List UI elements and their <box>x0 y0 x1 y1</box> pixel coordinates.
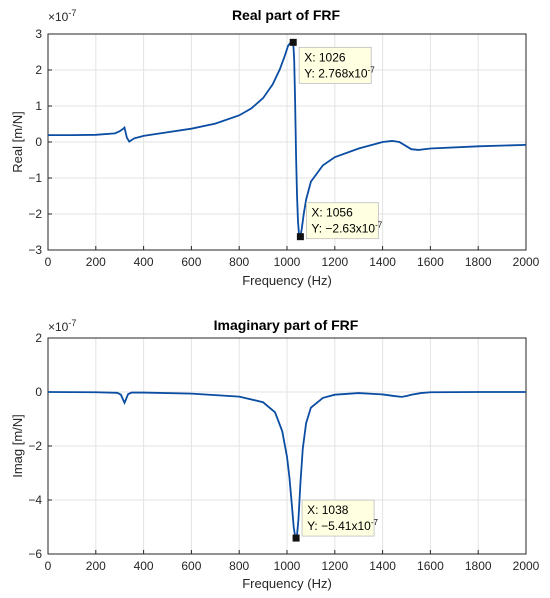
imag-datatip-y: Y: −5.41x10-7 <box>307 518 378 533</box>
real-datatip-box <box>305 202 379 240</box>
real-x-axis-label: Frequency (Hz) <box>242 273 332 288</box>
imag-datatip-x: X: 1038 <box>307 503 349 517</box>
imag-x-tick-label: 200 <box>86 559 106 573</box>
imag-y-tick-label: 2 <box>35 331 42 345</box>
real-y-ticks: 3 2 1 0 −1 −2 −3 <box>28 27 52 257</box>
real-chart-title: Real part of FRF <box>232 7 341 23</box>
real-x-tick-label: 800 <box>229 255 249 269</box>
imag-datatip-marker[interactable] <box>292 534 300 542</box>
imag-y-ticks: 2 0 −2 −4 −6 <box>28 331 52 561</box>
imag-x-ticks: 0 200 400 600 800 1000 1200 1400 1600 1800 2000 <box>45 550 540 573</box>
imag-x-tick-label: 1600 <box>417 559 444 573</box>
imag-y-tick-label: 0 <box>35 385 42 399</box>
imag-x-tick-label: 600 <box>181 559 201 573</box>
real-x-tick-label: 1600 <box>417 255 444 269</box>
imag-chart-title: Imaginary part of FRF <box>214 317 359 333</box>
real-part-chart: Real part of FRF ×10-7 0 200 400 600 800 1000… <box>10 7 540 288</box>
real-datatip-marker[interactable] <box>296 233 304 241</box>
imaginary-part-chart: Imaginary part of FRF ×10-7 0 200 400 600 80… <box>10 317 540 591</box>
imag-x-tick-label: 1000 <box>274 559 301 573</box>
imag-x-tick-label: 800 <box>229 559 249 573</box>
imag-y-exponent: ×10-7 <box>48 318 76 334</box>
real-datatip-y: Y: −2.63x10-7 <box>311 221 382 236</box>
real-grid <box>47 33 527 251</box>
imag-y-axis-label: Imag [m/N] <box>10 414 25 478</box>
real-datatip-marker[interactable] <box>289 38 297 46</box>
real-datatip-y: Y: 2.768x10-7 <box>304 65 375 80</box>
imag-y-tick-label: −6 <box>28 547 42 561</box>
real-x-tick-label: 0 <box>45 255 52 269</box>
real-y-tick-label: −2 <box>28 207 42 221</box>
real-y-exponent: ×10-7 <box>48 8 76 24</box>
real-x-tick-label: 1200 <box>321 255 348 269</box>
real-x-tick-label: 400 <box>134 255 154 269</box>
real-y-tick-label: −3 <box>28 243 42 257</box>
imag-x-tick-label: 1800 <box>465 559 492 573</box>
imag-datatip-box <box>301 499 375 537</box>
real-x-tick-label: 600 <box>181 255 201 269</box>
imag-x-tick-label: 2000 <box>513 559 540 573</box>
imag-grid <box>47 337 527 555</box>
imag-x-tick-label: 400 <box>134 559 154 573</box>
real-x-tick-label: 1000 <box>274 255 301 269</box>
imag-y-tick-label: −4 <box>28 493 42 507</box>
real-datatip-box <box>298 46 372 84</box>
real-x-tick-label: 1400 <box>369 255 396 269</box>
real-y-tick-label: 1 <box>35 99 42 113</box>
real-y-tick-label: 2 <box>35 63 42 77</box>
imag-x-tick-label: 1200 <box>321 559 348 573</box>
real-x-tick-label: 2000 <box>513 255 540 269</box>
imag-x-tick-label: 1400 <box>369 559 396 573</box>
real-y-tick-label: 3 <box>35 27 42 41</box>
imag-y-tick-label: −2 <box>28 439 42 453</box>
real-x-tick-label: 1800 <box>465 255 492 269</box>
real-y-tick-label: 0 <box>35 135 42 149</box>
real-datatip-x: X: 1056 <box>311 206 353 220</box>
real-x-ticks: 0 200 400 600 800 1000 1200 1400 1600 1800 2000 <box>45 246 540 269</box>
real-y-axis-label: Real [m/N] <box>10 111 25 172</box>
real-y-tick-label: −1 <box>28 171 42 185</box>
real-x-tick-label: 200 <box>86 255 106 269</box>
imag-x-tick-label: 0 <box>45 559 52 573</box>
real-datatip-x: X: 1026 <box>304 50 346 64</box>
imag-x-axis-label: Frequency (Hz) <box>242 576 332 591</box>
